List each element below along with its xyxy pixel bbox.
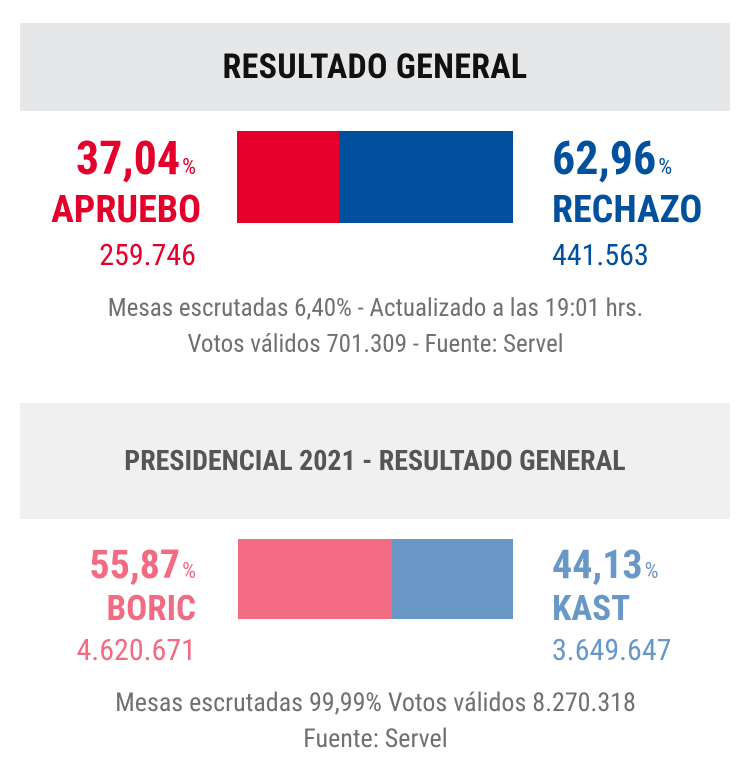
kast-percentage: 44,13% — [552, 541, 659, 588]
result-panel-plebiscite: RESULTADO GENERAL 37,04% APRUEBO 259.746… — [0, 0, 751, 380]
result-bar — [237, 131, 513, 223]
panel-header: RESULTADO GENERAL — [20, 23, 730, 111]
result-bar — [238, 539, 513, 619]
boric-bar-segment — [238, 539, 392, 619]
apruebo-votes: 259.746 — [99, 238, 196, 273]
apruebo-bar-segment — [237, 131, 340, 223]
apruebo-percentage: 37,04% — [75, 132, 196, 186]
boric-percentage: 55,87% — [89, 541, 196, 588]
panel-title: RESULTADO GENERAL — [222, 47, 528, 87]
panel-header: PRESIDENCIAL 2021 - RESULTADO GENERAL — [20, 403, 730, 519]
boric-label: BORIC — [106, 588, 196, 629]
rechazo-percentage: 62,96% — [552, 132, 673, 186]
rechazo-bar-segment — [339, 131, 513, 223]
kast-votes: 3.649.647 — [552, 633, 672, 668]
footer-line-2: Votos válidos 701.309 - Fuente: Servel — [187, 330, 564, 359]
apruebo-label: APRUEBO — [51, 188, 201, 232]
footer-line-2: Fuente: Servel — [303, 724, 448, 754]
panel-title: PRESIDENCIAL 2021 - RESULTADO GENERAL — [124, 444, 626, 477]
kast-label: KAST — [552, 588, 631, 629]
kast-bar-segment — [391, 539, 513, 619]
rechazo-label: RECHAZO — [552, 188, 703, 232]
footer-line-1: Mesas escrutadas 6,40% - Actualizado a l… — [107, 294, 644, 323]
rechazo-votes: 441.563 — [552, 238, 649, 273]
footer-line-1: Mesas escrutadas 99,99% Votos válidos 8.… — [115, 688, 636, 718]
boric-votes: 4.620.671 — [76, 633, 197, 668]
